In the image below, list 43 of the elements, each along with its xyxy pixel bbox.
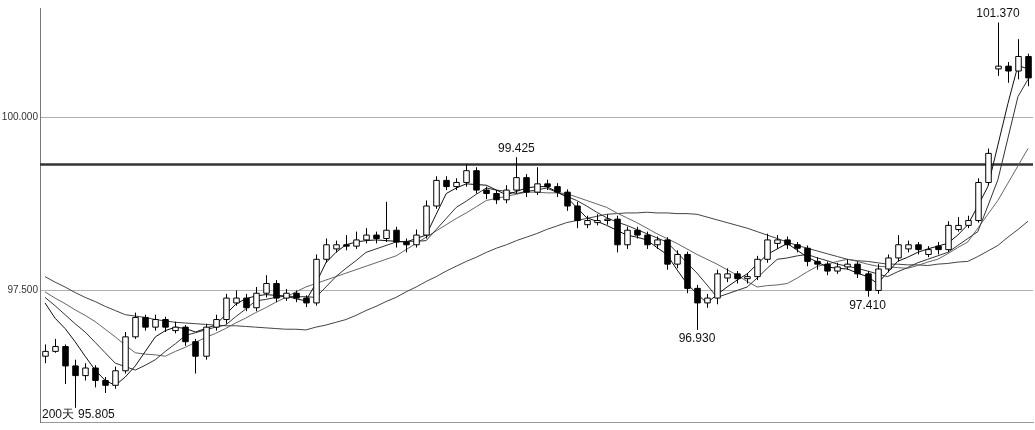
y-tick-label: 100.000: [1, 111, 39, 123]
candlestick: [895, 234, 902, 262]
candlestick: [263, 274, 270, 298]
candlestick: [764, 233, 771, 264]
candlestick: [223, 293, 230, 325]
candlestick: [995, 22, 1002, 77]
candlestick: [112, 366, 119, 390]
annotation: 95.805: [78, 407, 116, 422]
candlestick: [132, 312, 139, 340]
y-tick-label: 97.500: [7, 284, 39, 296]
candlestick: [1005, 61, 1012, 84]
candlestick: [463, 163, 470, 188]
candlestick: [513, 156, 520, 195]
candlestick: [42, 343, 49, 364]
annotation: 200天: [42, 407, 75, 422]
annotation: 99.425: [498, 140, 536, 155]
candlestick: [92, 364, 99, 388]
candlestick: [865, 270, 872, 298]
candlestick: [273, 279, 280, 303]
candlestick: [534, 166, 541, 196]
candlestick: [694, 284, 701, 331]
annotation: 96.930: [678, 331, 716, 346]
candlestick: [1015, 38, 1022, 80]
candlestick: [473, 166, 480, 195]
candlestick: [624, 226, 631, 250]
annotation: 101.370: [976, 5, 1020, 20]
candlestick: [72, 359, 79, 409]
candlestick: [323, 238, 330, 264]
candlestick: [62, 343, 69, 385]
candlestick: [523, 173, 530, 198]
candlestick: [393, 226, 400, 249]
candlestick: [604, 213, 611, 226]
candlestick: [564, 188, 571, 212]
candlestick: [754, 255, 761, 281]
candlestick: [804, 244, 811, 267]
candlestick: [192, 338, 199, 375]
candlestick: [182, 324, 189, 347]
candlestick: [1025, 53, 1032, 87]
candlestick: [875, 263, 882, 295]
annotation: 97.410: [849, 298, 887, 312]
candlestick: [383, 201, 390, 243]
candlestick: [253, 286, 260, 312]
candlestick: [574, 201, 581, 229]
